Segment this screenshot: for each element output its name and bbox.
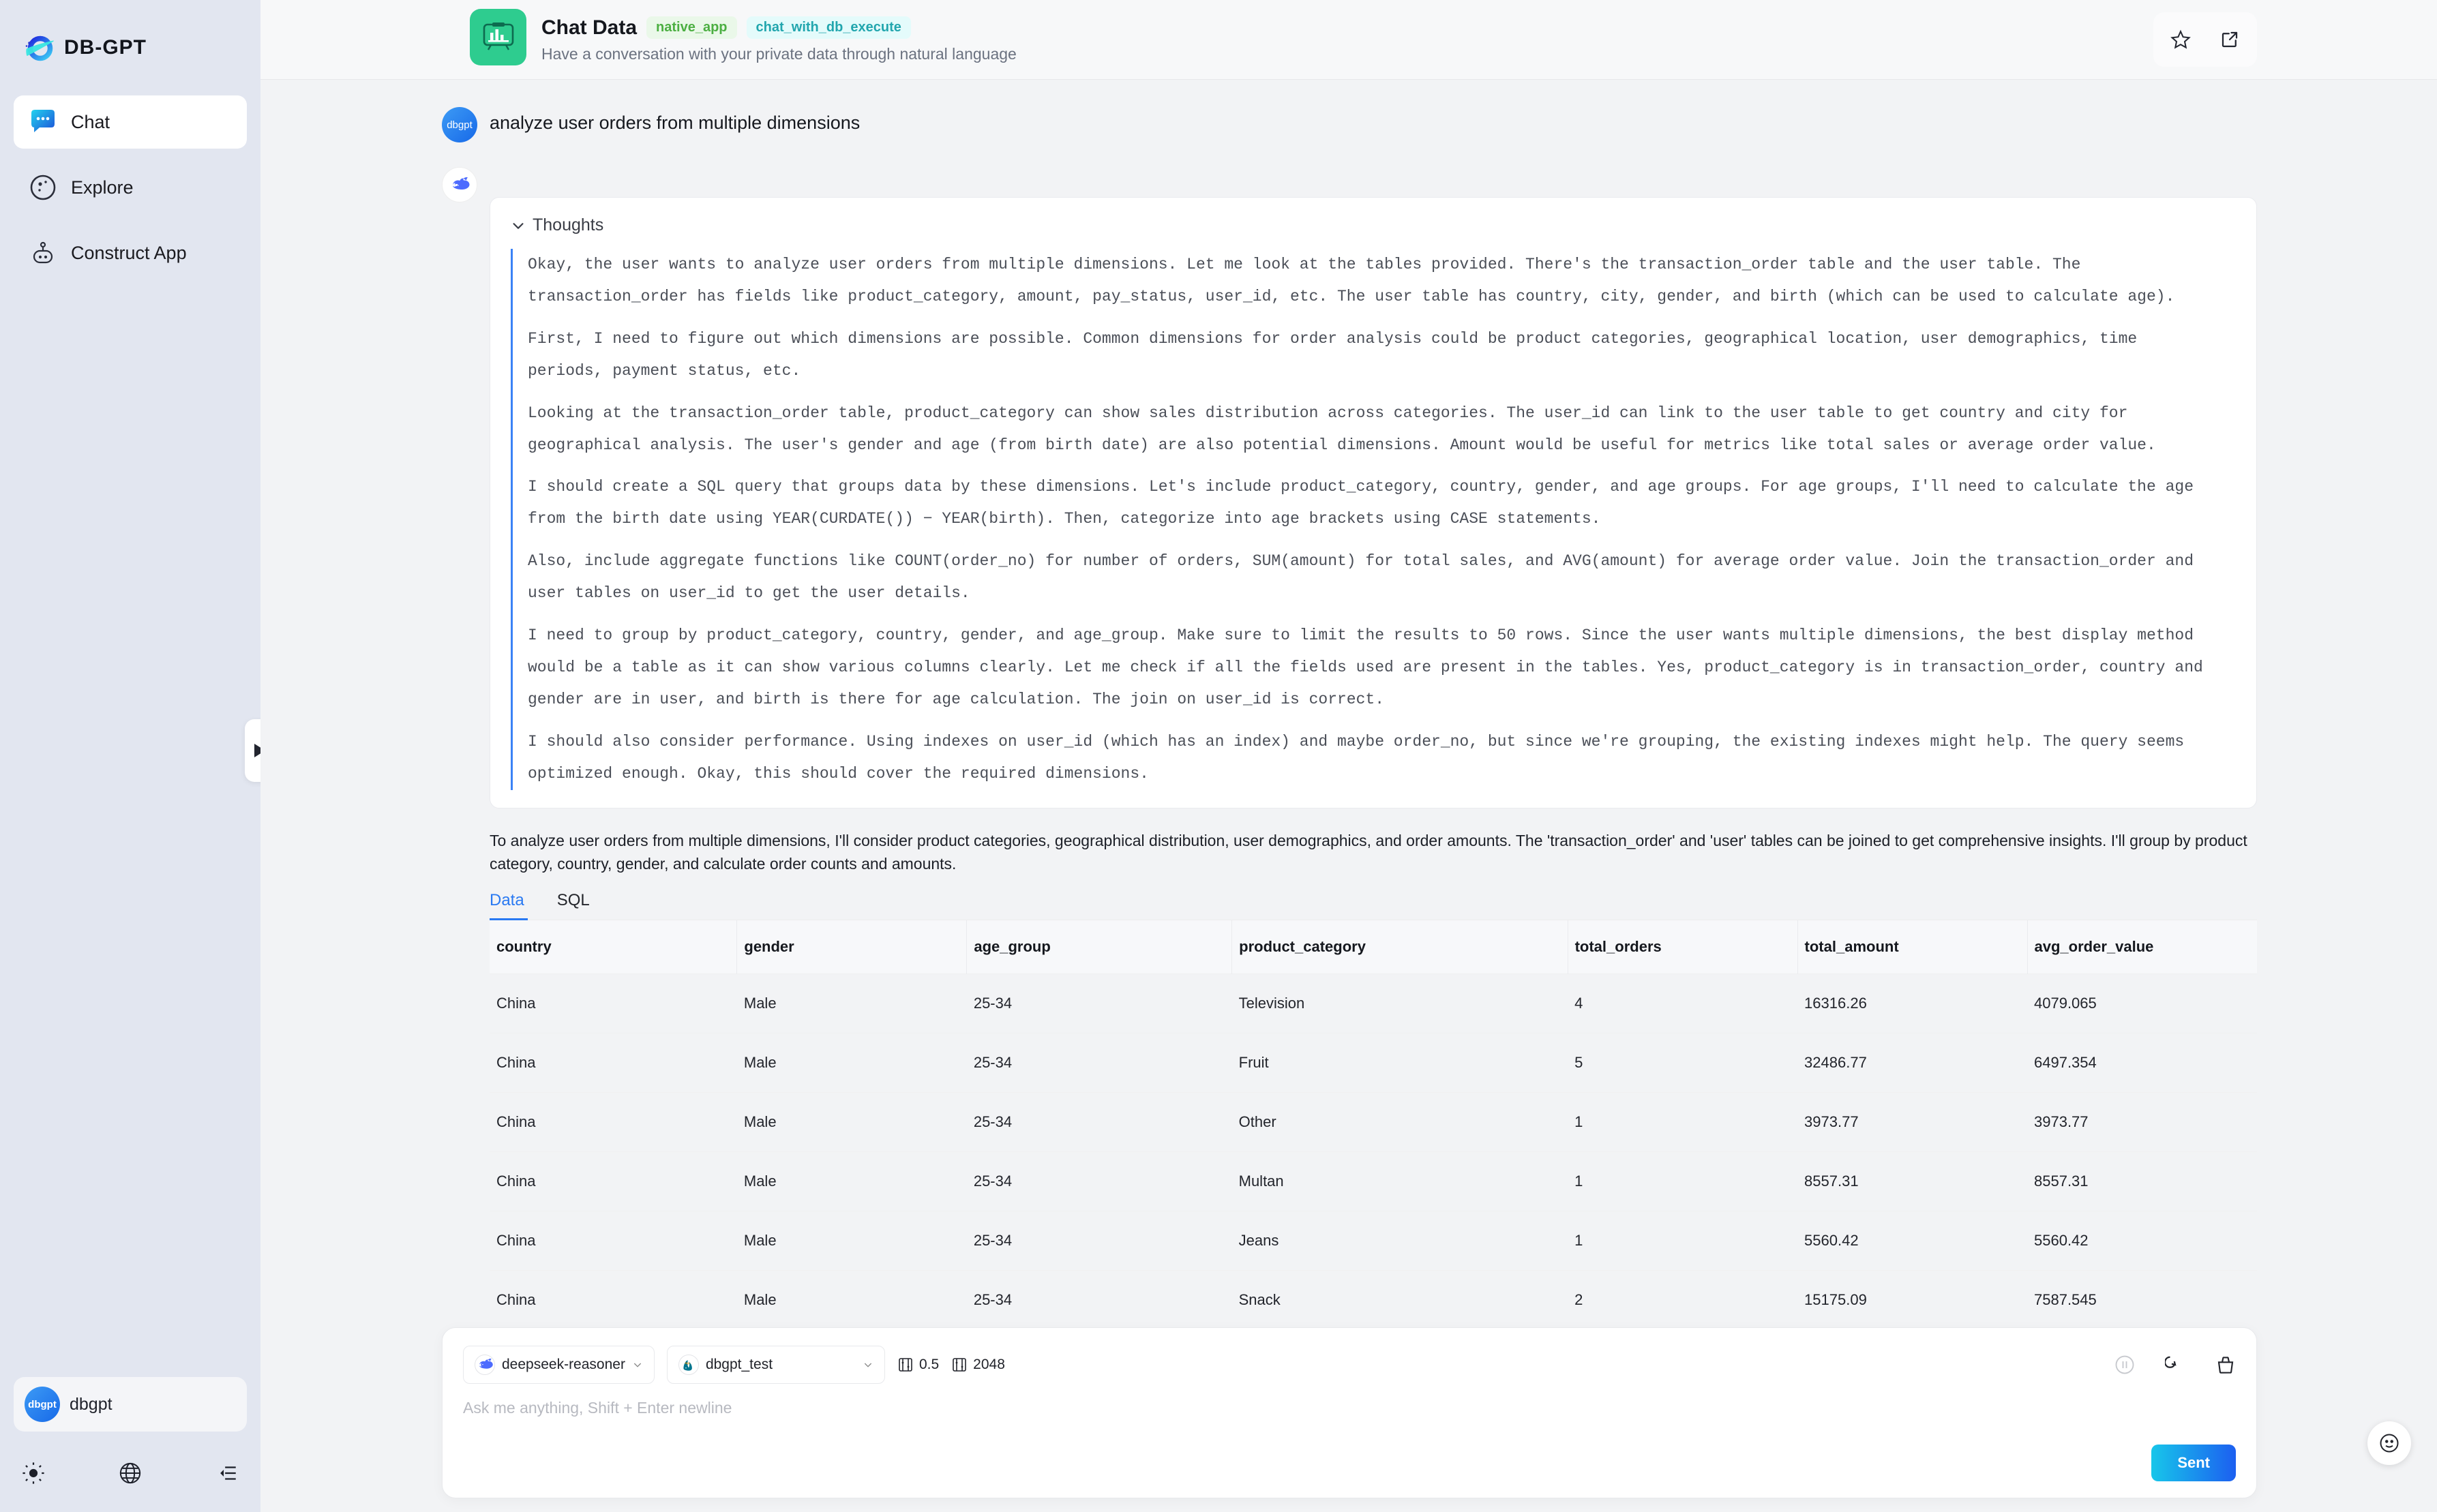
svg-text:SQL: SQL xyxy=(685,1361,691,1365)
